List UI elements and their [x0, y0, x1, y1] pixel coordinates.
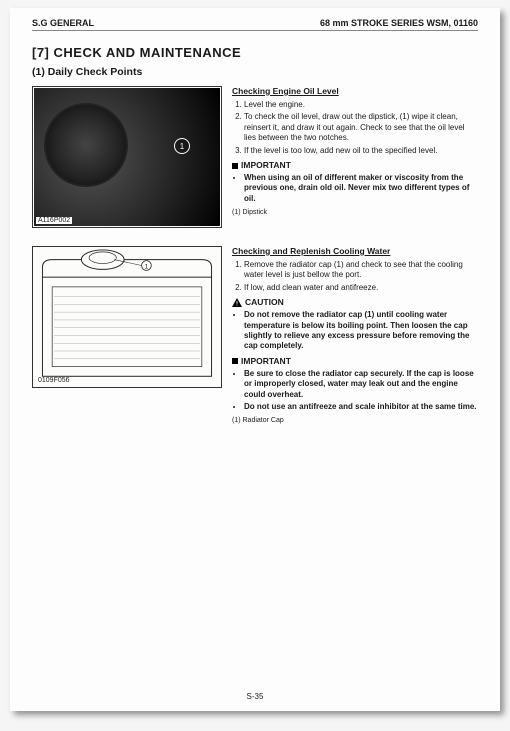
sub-title: (1) Daily Check Points [32, 66, 478, 78]
figure-coolant-label: 0109F056 [36, 377, 72, 384]
figure-coolant: 1 0109F056 [32, 246, 222, 426]
step: To check the oil level, draw out the dip… [244, 112, 478, 143]
important-item: When using an oil of different maker or … [244, 173, 478, 204]
text-oil: Checking Engine Oil Level Level the engi… [232, 86, 478, 228]
steps-oil: Level the engine. To check the oil level… [232, 100, 478, 156]
header-left: S.G GENERAL [32, 18, 94, 28]
figure-oil-frame: 1 A116P002 [32, 86, 222, 228]
ref-coolant: (1) Radiator Cap [232, 416, 478, 425]
heading-coolant: Checking and Replenish Cooling Water [232, 246, 478, 257]
ref-oil: (1) Dipstick [232, 208, 478, 217]
caution-list: Do not remove the radiator cap (1) until… [232, 310, 478, 352]
heading-oil: Checking Engine Oil Level [232, 86, 478, 97]
figure-oil-label: A116P002 [36, 217, 72, 224]
page: S.G GENERAL 68 mm STROKE SERIES WSM, 011… [10, 8, 500, 711]
caution-item: Do not remove the radiator cap (1) until… [244, 310, 478, 352]
important-head2: IMPORTANT [232, 356, 478, 367]
caution-icon: ! [232, 298, 242, 307]
square-icon [232, 358, 238, 364]
steps-coolant: Remove the radiator cap (1) and check to… [232, 260, 478, 293]
important-list: When using an oil of different maker or … [232, 173, 478, 204]
text-coolant: Checking and Replenish Cooling Water Rem… [232, 246, 478, 426]
important-item: Do not use an antifreeze and scale inhib… [244, 402, 478, 412]
svg-text:1: 1 [145, 263, 149, 270]
page-header: S.G GENERAL 68 mm STROKE SERIES WSM, 011… [32, 8, 478, 31]
figure-coolant-frame: 1 0109F056 [32, 246, 222, 388]
caution-label: CAUTION [245, 297, 284, 308]
important-item: Be sure to close the radiator cap secure… [244, 369, 478, 400]
important-label2: IMPORTANT [241, 356, 291, 367]
important-label: IMPORTANT [241, 160, 291, 171]
radiator-drawing: 1 [34, 248, 220, 386]
page-number: S-35 [10, 692, 500, 701]
important-head: IMPORTANT [232, 160, 478, 171]
step: If the level is too low, add new oil to … [244, 146, 478, 156]
caution-head: ! CAUTION [232, 297, 478, 308]
step: If low, add clean water and antifreeze. [244, 283, 478, 293]
square-icon [232, 163, 238, 169]
svg-text:!: ! [236, 302, 238, 308]
dipstick-pointer: 1 [174, 138, 190, 154]
section-oil: 1 A116P002 Checking Engine Oil Level Lev… [32, 86, 478, 228]
figure-oil: 1 A116P002 [32, 86, 222, 228]
header-right: 68 mm STROKE SERIES WSM, 01160 [320, 18, 478, 28]
step: Remove the radiator cap (1) and check to… [244, 260, 478, 281]
section-coolant: 1 0109F056 Checking and Replenish Coolin… [32, 246, 478, 426]
main-title: [7] CHECK AND MAINTENANCE [32, 45, 478, 60]
engine-photo: 1 [34, 88, 220, 226]
step: Level the engine. [244, 100, 478, 110]
important-list2: Be sure to close the radiator cap secure… [232, 369, 478, 413]
